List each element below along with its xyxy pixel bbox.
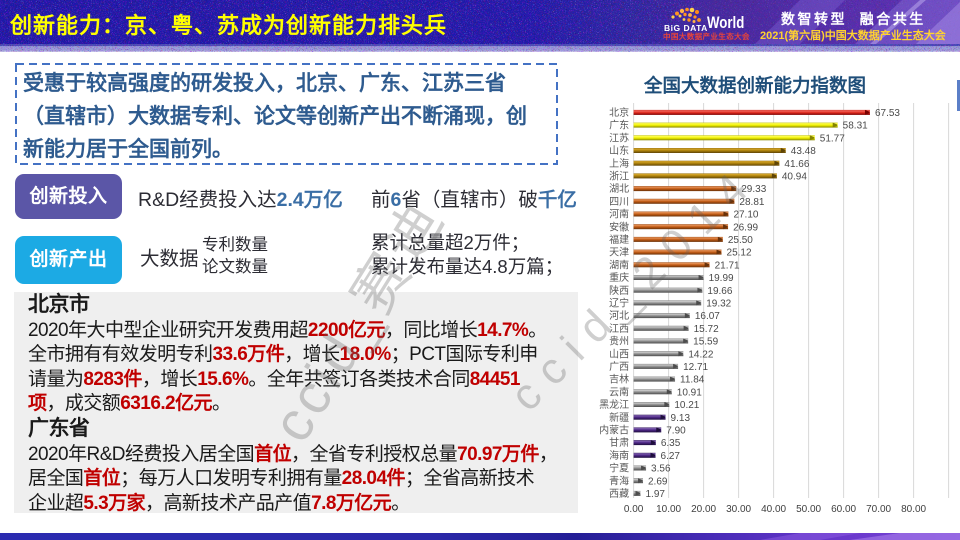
svg-text:10.91: 10.91 [677, 387, 702, 398]
svg-text:29.33: 29.33 [741, 184, 766, 195]
svg-text:14.22: 14.22 [688, 349, 713, 360]
svg-text:41.66: 41.66 [784, 159, 809, 170]
svg-text:吉林: 吉林 [609, 373, 629, 386]
svg-text:28.81: 28.81 [739, 197, 764, 208]
svg-text:甘肃: 甘肃 [609, 436, 629, 449]
svg-text:70.00: 70.00 [866, 504, 891, 515]
svg-text:辽宁: 辽宁 [609, 297, 629, 310]
svg-text:安徽: 安徽 [609, 220, 629, 233]
svg-text:福建: 福建 [609, 233, 629, 246]
svg-text:宁夏: 宁夏 [609, 462, 629, 475]
svg-text:21.71: 21.71 [715, 260, 740, 271]
svg-text:15.72: 15.72 [694, 324, 719, 335]
svg-text:新疆: 新疆 [609, 411, 629, 424]
svg-text:12.71: 12.71 [683, 362, 708, 373]
svg-text:7.90: 7.90 [666, 426, 686, 437]
svg-text:江苏: 江苏 [609, 131, 629, 144]
svg-text:40.00: 40.00 [761, 504, 786, 515]
svg-text:6.27: 6.27 [661, 451, 681, 462]
svg-text:51.77: 51.77 [820, 133, 845, 144]
svg-text:青海: 青海 [609, 474, 629, 487]
svg-text:广东: 广东 [609, 119, 629, 132]
svg-text:西藏: 西藏 [609, 488, 629, 500]
svg-text:26.99: 26.99 [733, 222, 758, 233]
svg-text:陕西: 陕西 [609, 284, 629, 297]
svg-text:19.99: 19.99 [709, 273, 734, 284]
svg-text:9.13: 9.13 [671, 413, 691, 424]
svg-text:江西: 江西 [609, 323, 629, 335]
svg-text:海南: 海南 [609, 449, 629, 462]
svg-text:黑龙江: 黑龙江 [599, 398, 629, 411]
svg-text:广西: 广西 [609, 361, 629, 373]
svg-text:湖北: 湖北 [609, 183, 629, 195]
svg-text:20.00: 20.00 [691, 504, 716, 515]
svg-text:3.56: 3.56 [651, 464, 671, 475]
svg-text:河北: 河北 [609, 310, 629, 322]
svg-text:重庆: 重庆 [609, 271, 629, 284]
svg-text:湖南: 湖南 [609, 258, 629, 271]
svg-text:1.97: 1.97 [645, 489, 665, 500]
svg-text:60.00: 60.00 [831, 504, 856, 515]
svg-text:19.66: 19.66 [707, 286, 732, 297]
svg-text:11.84: 11.84 [680, 375, 705, 386]
svg-text:30.00: 30.00 [726, 504, 751, 515]
svg-text:河南: 河南 [609, 208, 629, 221]
svg-text:43.48: 43.48 [791, 146, 816, 157]
svg-text:80.00: 80.00 [901, 504, 926, 515]
svg-text:40.94: 40.94 [782, 172, 807, 183]
svg-text:2.69: 2.69 [648, 476, 668, 487]
svg-text:山西: 山西 [609, 348, 629, 360]
svg-text:15.59: 15.59 [693, 337, 718, 348]
svg-text:北京: 北京 [609, 106, 629, 119]
svg-text:27.10: 27.10 [733, 210, 758, 221]
svg-text:67.53: 67.53 [875, 108, 900, 119]
svg-text:贵州: 贵州 [609, 335, 629, 348]
svg-text:25.50: 25.50 [728, 235, 753, 246]
svg-text:浙江: 浙江 [609, 171, 629, 183]
svg-text:山东: 山东 [609, 144, 629, 157]
svg-text:19.32: 19.32 [706, 299, 731, 310]
svg-text:10.00: 10.00 [656, 504, 681, 515]
svg-text:0.00: 0.00 [624, 504, 644, 515]
svg-text:内蒙古: 内蒙古 [599, 424, 629, 437]
svg-text:10.21: 10.21 [674, 400, 699, 411]
svg-text:四川: 四川 [609, 197, 629, 208]
svg-text:天津: 天津 [609, 247, 629, 259]
svg-text:16.07: 16.07 [695, 311, 720, 322]
svg-text:50.00: 50.00 [796, 504, 821, 515]
svg-text:上海: 上海 [609, 157, 629, 170]
svg-text:25.12: 25.12 [727, 248, 752, 259]
svg-text:云南: 云南 [609, 385, 629, 398]
svg-text:58.31: 58.31 [843, 121, 868, 132]
svg-text:6.35: 6.35 [661, 438, 681, 449]
